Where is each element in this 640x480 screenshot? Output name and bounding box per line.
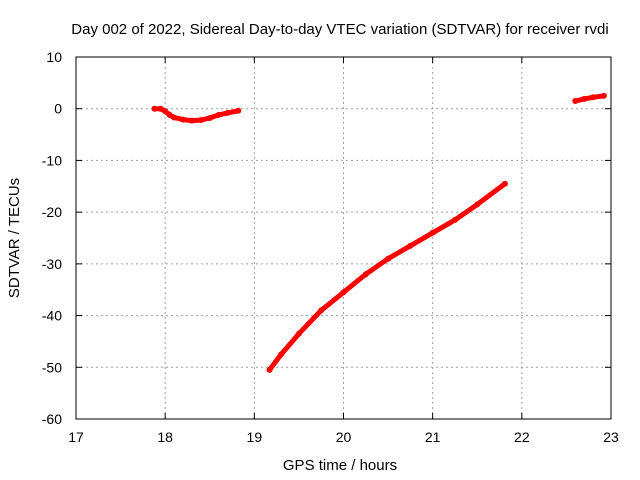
data-point [600, 92, 607, 99]
data-point [501, 180, 508, 187]
data-point [151, 105, 158, 112]
data-point [266, 366, 273, 373]
x-tick-label: 20 [336, 429, 352, 445]
data-point [572, 98, 579, 104]
y-tick-label: -10 [42, 152, 62, 168]
data-point [474, 201, 481, 208]
data-point [224, 109, 231, 116]
chart-title: Day 002 of 2022, Sidereal Day-to-day VTE… [71, 21, 608, 38]
data-point [166, 111, 173, 118]
y-tick-label: -60 [42, 411, 62, 427]
data-point [362, 271, 369, 278]
x-tick-label: 18 [157, 429, 173, 445]
x-axis-label: GPS time / hours [283, 457, 397, 474]
data-point [429, 229, 436, 236]
y-tick-label: -50 [42, 359, 62, 375]
y-tick-label: 0 [54, 101, 62, 117]
data-point [171, 114, 178, 121]
data-point [180, 116, 186, 123]
data-point [278, 351, 285, 358]
data-point [452, 216, 458, 223]
data-point [197, 117, 204, 124]
y-tick-label: -40 [42, 308, 62, 324]
data-point [188, 117, 195, 124]
y-tick-label: -30 [42, 256, 62, 272]
x-tick-label: 23 [603, 429, 619, 445]
data-point [318, 307, 325, 314]
data-point [157, 105, 164, 112]
data-point [581, 95, 588, 102]
series-3-line [572, 93, 607, 104]
y-tick-label: -20 [42, 204, 62, 220]
x-tick-label: 19 [247, 429, 263, 445]
data-point [407, 242, 414, 249]
data-point [340, 289, 347, 296]
data-marks [151, 92, 607, 373]
data-point [590, 94, 597, 101]
data-point [295, 330, 302, 337]
x-tick-label: 22 [514, 429, 530, 445]
data-point [215, 111, 222, 118]
data-point [206, 115, 213, 121]
data-point [162, 108, 169, 115]
x-tick-label: 17 [68, 429, 84, 445]
x-tick-label: 21 [425, 429, 441, 445]
data-point [385, 255, 392, 262]
y-axis-label: SDTVAR / TECUs [6, 178, 23, 298]
grid [76, 57, 611, 419]
axis-ticks: 17 18 19 20 21 22 23 10 0 -10 -20 -30 -40 -50 -60 [42, 49, 619, 445]
data-point [235, 107, 242, 114]
series-2-line [267, 181, 508, 373]
y-tick-label: 10 [46, 49, 62, 65]
